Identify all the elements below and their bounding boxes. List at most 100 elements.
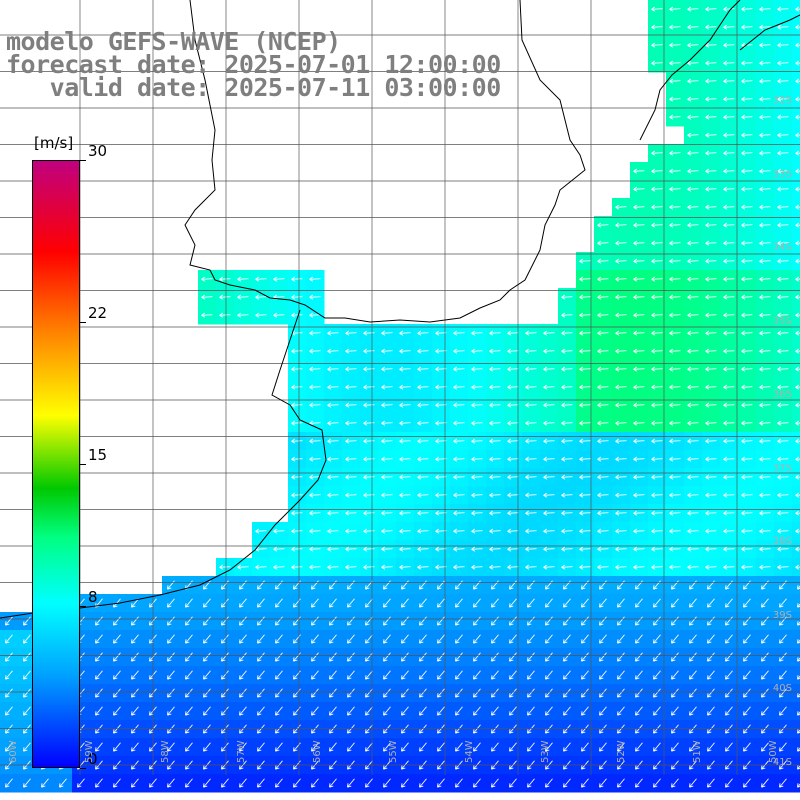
wind-arrow bbox=[687, 240, 699, 246]
wind-arrow bbox=[759, 420, 771, 426]
wind-arrow bbox=[759, 564, 771, 570]
wind-arrow bbox=[797, 621, 800, 626]
wind-arrow bbox=[705, 384, 717, 390]
wind-arrow bbox=[329, 724, 337, 734]
wind-arrow bbox=[761, 652, 769, 662]
wind-arrow bbox=[347, 598, 355, 608]
wind-arrow bbox=[473, 778, 481, 788]
wind-arrow bbox=[671, 634, 679, 644]
wind-arrow bbox=[275, 742, 283, 752]
wind-arrow bbox=[95, 616, 103, 626]
longitude-label: 58W bbox=[160, 740, 171, 763]
wind-arrow bbox=[707, 616, 715, 626]
colorbar-tick bbox=[80, 768, 86, 769]
wind-arrow bbox=[707, 598, 715, 608]
wind-arrow bbox=[363, 402, 375, 408]
wind-arrow bbox=[653, 688, 661, 698]
wind-arrow bbox=[239, 706, 247, 716]
wind-arrow bbox=[761, 706, 769, 716]
wind-arrow bbox=[5, 652, 13, 662]
wind-arrow bbox=[563, 598, 571, 608]
wind-arrow bbox=[437, 778, 445, 788]
wind-arrow bbox=[543, 384, 555, 390]
wind-arrow bbox=[347, 724, 355, 734]
colorbar-tick bbox=[80, 605, 86, 607]
wind-arrow bbox=[399, 420, 411, 426]
wind-arrow bbox=[273, 312, 285, 318]
wind-arrow bbox=[723, 114, 735, 120]
wind-arrow bbox=[615, 510, 627, 516]
wind-arrow bbox=[221, 634, 229, 644]
wind-arrow bbox=[651, 528, 663, 534]
wind-arrow bbox=[779, 724, 787, 734]
wind-arrow bbox=[525, 384, 537, 390]
wind-arrow bbox=[149, 778, 157, 788]
wind-arrow bbox=[381, 528, 393, 534]
wind-arrow bbox=[167, 670, 175, 680]
wind-arrow bbox=[687, 24, 699, 30]
wind-arrow bbox=[669, 420, 681, 426]
wind-arrow bbox=[257, 634, 265, 644]
wind-arrow bbox=[705, 78, 717, 84]
wind-arrow bbox=[563, 742, 571, 752]
wind-arrow bbox=[725, 598, 733, 608]
wind-arrow bbox=[167, 616, 175, 626]
longitude-label: 50W bbox=[768, 740, 779, 763]
colorbar-label: 22 bbox=[88, 304, 108, 323]
wind-arrow bbox=[381, 348, 393, 354]
wind-arrow bbox=[507, 528, 519, 534]
wind-arrow bbox=[525, 420, 537, 426]
wind-arrow bbox=[741, 96, 753, 102]
wind-arrow bbox=[705, 186, 717, 192]
wind-arrow bbox=[779, 742, 787, 752]
wind-arrow bbox=[203, 598, 211, 608]
wind-arrow bbox=[239, 670, 247, 680]
wind-arrow bbox=[399, 474, 411, 480]
wind-arrow bbox=[489, 366, 501, 372]
wind-arrow bbox=[723, 312, 735, 318]
latitude-label: 35S bbox=[772, 315, 792, 327]
wind-arrow bbox=[579, 312, 591, 318]
wind-arrow bbox=[185, 778, 193, 788]
wind-arrow bbox=[705, 240, 717, 246]
wind-arrow bbox=[779, 616, 787, 626]
wind-arrow bbox=[525, 348, 537, 354]
wind-arrow bbox=[669, 78, 681, 84]
wind-arrow bbox=[741, 312, 753, 318]
wind-arrow bbox=[311, 724, 319, 734]
wind-arrow bbox=[399, 366, 411, 372]
wind-arrow bbox=[615, 366, 627, 372]
wind-arrow bbox=[635, 742, 643, 752]
wind-arrow bbox=[399, 492, 411, 498]
wind-arrow bbox=[651, 42, 663, 48]
wind-arrow bbox=[579, 474, 591, 480]
lat-lon-grid bbox=[0, 0, 800, 775]
wind-arrow bbox=[723, 348, 735, 354]
wind-arrow bbox=[203, 616, 211, 626]
wind-arrow bbox=[561, 348, 573, 354]
wind-arrow bbox=[797, 783, 800, 788]
wind-arrow bbox=[705, 258, 717, 264]
wind-arrow bbox=[219, 312, 231, 318]
wind-arrow bbox=[311, 778, 319, 788]
wind-arrow bbox=[725, 652, 733, 662]
wind-arrow bbox=[417, 546, 429, 552]
wind-arrow bbox=[687, 42, 699, 48]
wind-arrow bbox=[345, 492, 357, 498]
wind-arrow bbox=[741, 294, 753, 300]
wind-arrow bbox=[455, 706, 463, 716]
wind-arrow bbox=[471, 456, 483, 462]
wind-arrow bbox=[113, 742, 121, 752]
wind-arrow bbox=[455, 652, 463, 662]
wind-arrow bbox=[293, 778, 301, 788]
wind-arrow bbox=[759, 222, 771, 228]
wind-arrow bbox=[453, 348, 465, 354]
wind-arrow bbox=[221, 706, 229, 716]
wind-arrow bbox=[507, 546, 519, 552]
wind-arrow bbox=[239, 634, 247, 644]
wind-arrow bbox=[777, 312, 789, 318]
wind-arrow bbox=[491, 724, 499, 734]
wind-arrow bbox=[687, 546, 699, 552]
wind-arrow bbox=[579, 276, 591, 282]
wind-arrow bbox=[671, 670, 679, 680]
